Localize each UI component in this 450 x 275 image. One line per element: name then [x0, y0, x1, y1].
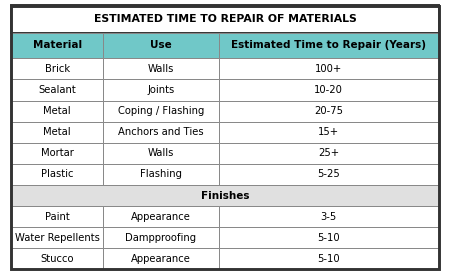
Text: Plastic: Plastic [41, 169, 73, 180]
Text: Finishes: Finishes [201, 191, 249, 200]
Bar [11, 122, 103, 143]
Bar [11, 143, 103, 164]
Text: Flashing: Flashing [140, 169, 182, 180]
Text: 10-20: 10-20 [314, 85, 343, 95]
Bar [103, 227, 219, 248]
Text: Joints: Joints [147, 85, 175, 95]
Text: Stucco: Stucco [40, 254, 74, 264]
Text: 5-10: 5-10 [317, 254, 340, 264]
Text: Metal: Metal [43, 106, 71, 116]
Bar [11, 206, 103, 227]
Text: Coping / Flashing: Coping / Flashing [118, 106, 204, 116]
Text: 5-25: 5-25 [317, 169, 340, 180]
Bar [219, 32, 439, 58]
Text: Walls: Walls [148, 64, 174, 74]
Text: Walls: Walls [148, 148, 174, 158]
Bar [11, 79, 103, 101]
Bar [103, 206, 219, 227]
Bar [219, 79, 439, 101]
Text: Material: Material [33, 40, 82, 50]
Bar [103, 32, 219, 58]
Text: 20-75: 20-75 [314, 106, 343, 116]
Text: ESTIMATED TIME TO REPAIR OF MATERIALS: ESTIMATED TIME TO REPAIR OF MATERIALS [94, 14, 356, 24]
Bar [11, 248, 103, 270]
Bar [11, 32, 103, 58]
Bar [219, 248, 439, 270]
Bar [11, 101, 103, 122]
Bar [11, 58, 103, 79]
Bar [219, 101, 439, 122]
Bar [11, 6, 439, 32]
Bar [11, 227, 103, 248]
Text: Mortar: Mortar [41, 148, 74, 158]
Bar [219, 122, 439, 143]
Bar [219, 58, 439, 79]
Bar [219, 143, 439, 164]
Bar [103, 143, 219, 164]
Text: 15+: 15+ [318, 127, 339, 137]
Text: 3-5: 3-5 [320, 212, 337, 222]
Bar [103, 122, 219, 143]
Text: 25+: 25+ [318, 148, 339, 158]
Text: Dampproofing: Dampproofing [125, 233, 197, 243]
Text: Paint: Paint [45, 212, 70, 222]
Bar [103, 164, 219, 185]
Bar [11, 164, 103, 185]
Text: Estimated Time to Repair (Years): Estimated Time to Repair (Years) [231, 40, 426, 50]
Bar [219, 164, 439, 185]
Text: Metal: Metal [43, 127, 71, 137]
Bar [103, 101, 219, 122]
Bar [219, 206, 439, 227]
Bar [103, 58, 219, 79]
Text: 100+: 100+ [315, 64, 342, 74]
Text: Sealant: Sealant [38, 85, 76, 95]
Text: Brick: Brick [45, 64, 70, 74]
Bar [219, 227, 439, 248]
Text: Water Repellents: Water Repellents [15, 233, 99, 243]
Text: 5-10: 5-10 [317, 233, 340, 243]
Bar [11, 185, 439, 206]
Bar [103, 248, 219, 270]
Bar [103, 79, 219, 101]
Text: Anchors and Ties: Anchors and Ties [118, 127, 204, 137]
Text: Use: Use [150, 40, 172, 50]
Text: Appearance: Appearance [131, 254, 191, 264]
Text: Appearance: Appearance [131, 212, 191, 222]
